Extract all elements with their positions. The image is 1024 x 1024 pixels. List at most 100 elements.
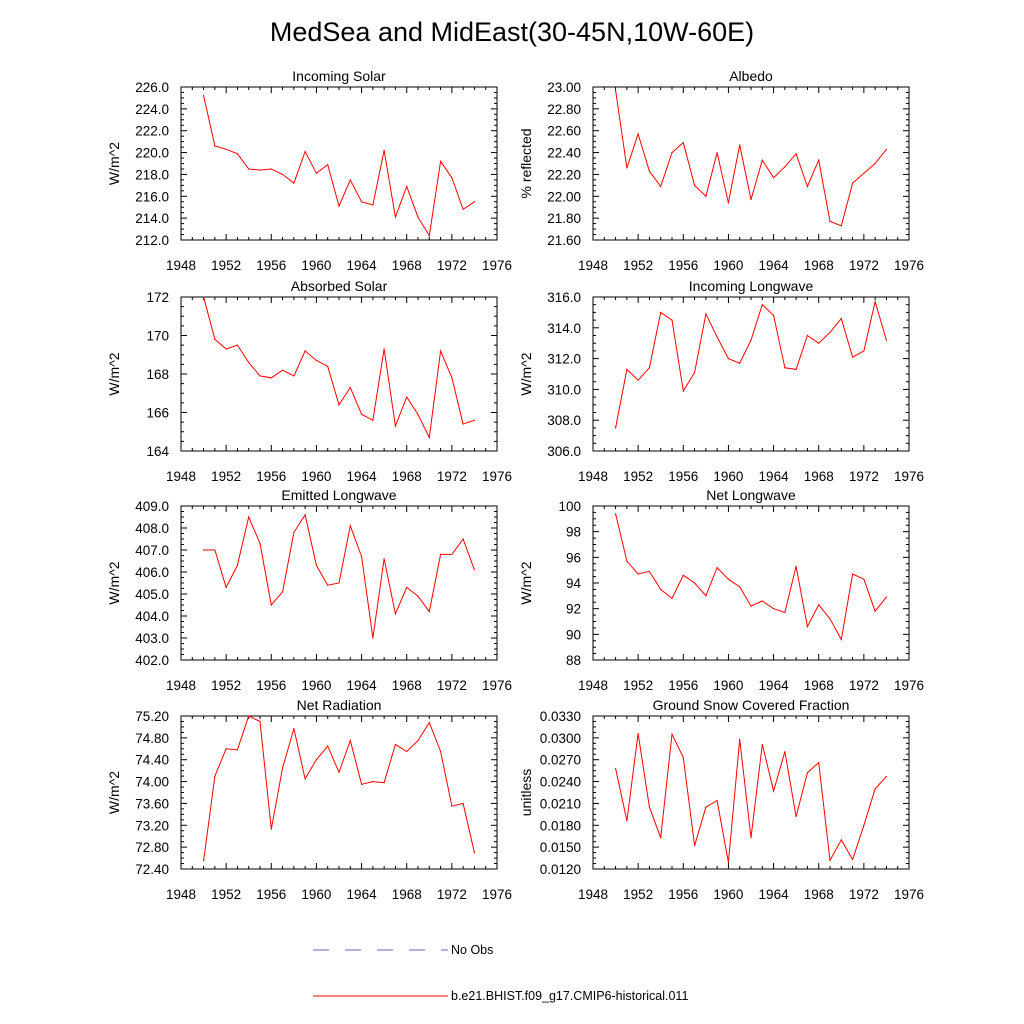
y-tick-label: 75.20 (135, 709, 169, 724)
data-point (270, 168, 272, 170)
data-point (851, 573, 854, 575)
data-point (360, 413, 363, 416)
plot-frame (592, 505, 910, 661)
data-point (705, 806, 707, 808)
y-axis-label: unitless (518, 769, 534, 816)
y-tick-label: 73.20 (135, 818, 169, 833)
data-point (772, 790, 775, 792)
data-point (349, 525, 351, 527)
plot-frame (592, 86, 910, 241)
data-point (682, 142, 684, 144)
x-tick-label: 1964 (759, 678, 790, 693)
y-tick-label: 405.0 (135, 587, 169, 602)
y-tick-label: 314.0 (547, 321, 581, 336)
data-point (863, 578, 865, 580)
data-point (372, 419, 374, 421)
data-point (473, 852, 476, 854)
x-tick-label: 1968 (392, 258, 422, 273)
data-point (761, 159, 763, 161)
data-point (750, 837, 752, 839)
x-tick-label: 1956 (668, 678, 698, 693)
data-point (660, 837, 662, 839)
y-tick-label: 164 (146, 444, 169, 459)
data-point (784, 367, 786, 369)
x-tick-label: 1968 (804, 887, 834, 902)
data-point (829, 618, 831, 620)
x-tick-label: 1972 (437, 887, 467, 902)
legend: No Obs b.e21.BHIST.f09_g17.CMIP6-histori… (313, 943, 688, 1003)
data-point (851, 858, 854, 861)
data-point (248, 168, 250, 170)
data-point (739, 144, 741, 146)
series-line (615, 299, 887, 428)
data-point (772, 314, 775, 317)
data-point (406, 586, 408, 589)
data-point (784, 611, 786, 614)
data-point (439, 750, 442, 753)
y-tick-label: 220.0 (135, 146, 169, 161)
data-point (829, 859, 831, 861)
data-point (327, 365, 329, 367)
data-point (214, 145, 216, 147)
series-line (615, 513, 887, 641)
y-tick-label: 306.0 (547, 444, 581, 459)
y-tick-label: 92 (566, 602, 581, 617)
y-tick-label: 0.0120 (540, 862, 581, 877)
data-point (806, 772, 809, 774)
data-point (304, 514, 306, 516)
x-tick-label: 1964 (347, 258, 378, 273)
data-point (727, 861, 730, 864)
y-tick-label: 73.60 (135, 796, 169, 811)
data-point (682, 756, 684, 759)
data-point (451, 377, 453, 379)
data-point (716, 799, 718, 802)
data-point (349, 386, 351, 389)
y-tick-label: 0.0210 (540, 796, 581, 811)
x-tick-label: 1964 (347, 469, 378, 484)
data-point (259, 720, 261, 723)
data-point (671, 151, 673, 154)
plot-frame (180, 715, 498, 870)
x-tick-label: 1968 (392, 887, 422, 902)
data-point (225, 148, 227, 150)
data-point (637, 133, 639, 135)
panel-title: Net Longwave (706, 487, 796, 503)
data-point (693, 371, 696, 374)
panels: Incoming Solar W/m^2 1948 1952 1956 1960 1964 1… (106, 68, 924, 902)
y-tick-label: 98 (566, 525, 581, 540)
plot-frame (180, 296, 498, 452)
data-point (225, 748, 227, 750)
data-point (851, 356, 854, 358)
data-point (671, 319, 673, 321)
x-tick-label: 1972 (437, 258, 467, 273)
y-tick-label: 0.0330 (540, 709, 581, 724)
x-tick-label: 1976 (894, 887, 924, 902)
data-point (383, 782, 385, 784)
x-tick-label: 1948 (166, 469, 196, 484)
panel-title: Emitted Longwave (281, 487, 396, 503)
y-tick-label: 90 (566, 627, 581, 642)
series-line (615, 732, 887, 863)
x-tick-label: 1960 (713, 469, 743, 484)
data-point (614, 89, 617, 91)
data-point (806, 185, 809, 188)
data-point (293, 531, 295, 534)
data-point (693, 184, 696, 186)
data-point (327, 163, 329, 166)
data-point (293, 727, 295, 730)
data-point (372, 204, 374, 206)
data-point (750, 198, 752, 201)
y-tick-label: 226.0 (135, 80, 169, 95)
x-tick-label: 1964 (347, 678, 378, 693)
data-point (428, 721, 430, 724)
data-point (225, 348, 227, 350)
data-point (248, 715, 250, 717)
data-point (716, 567, 718, 569)
x-tick-label: 1968 (392, 469, 422, 484)
data-point (281, 369, 284, 371)
data-point (637, 379, 639, 381)
x-tick-label: 1952 (211, 258, 241, 273)
data-point (383, 558, 385, 560)
data-point (236, 153, 239, 155)
data-point (214, 775, 216, 777)
